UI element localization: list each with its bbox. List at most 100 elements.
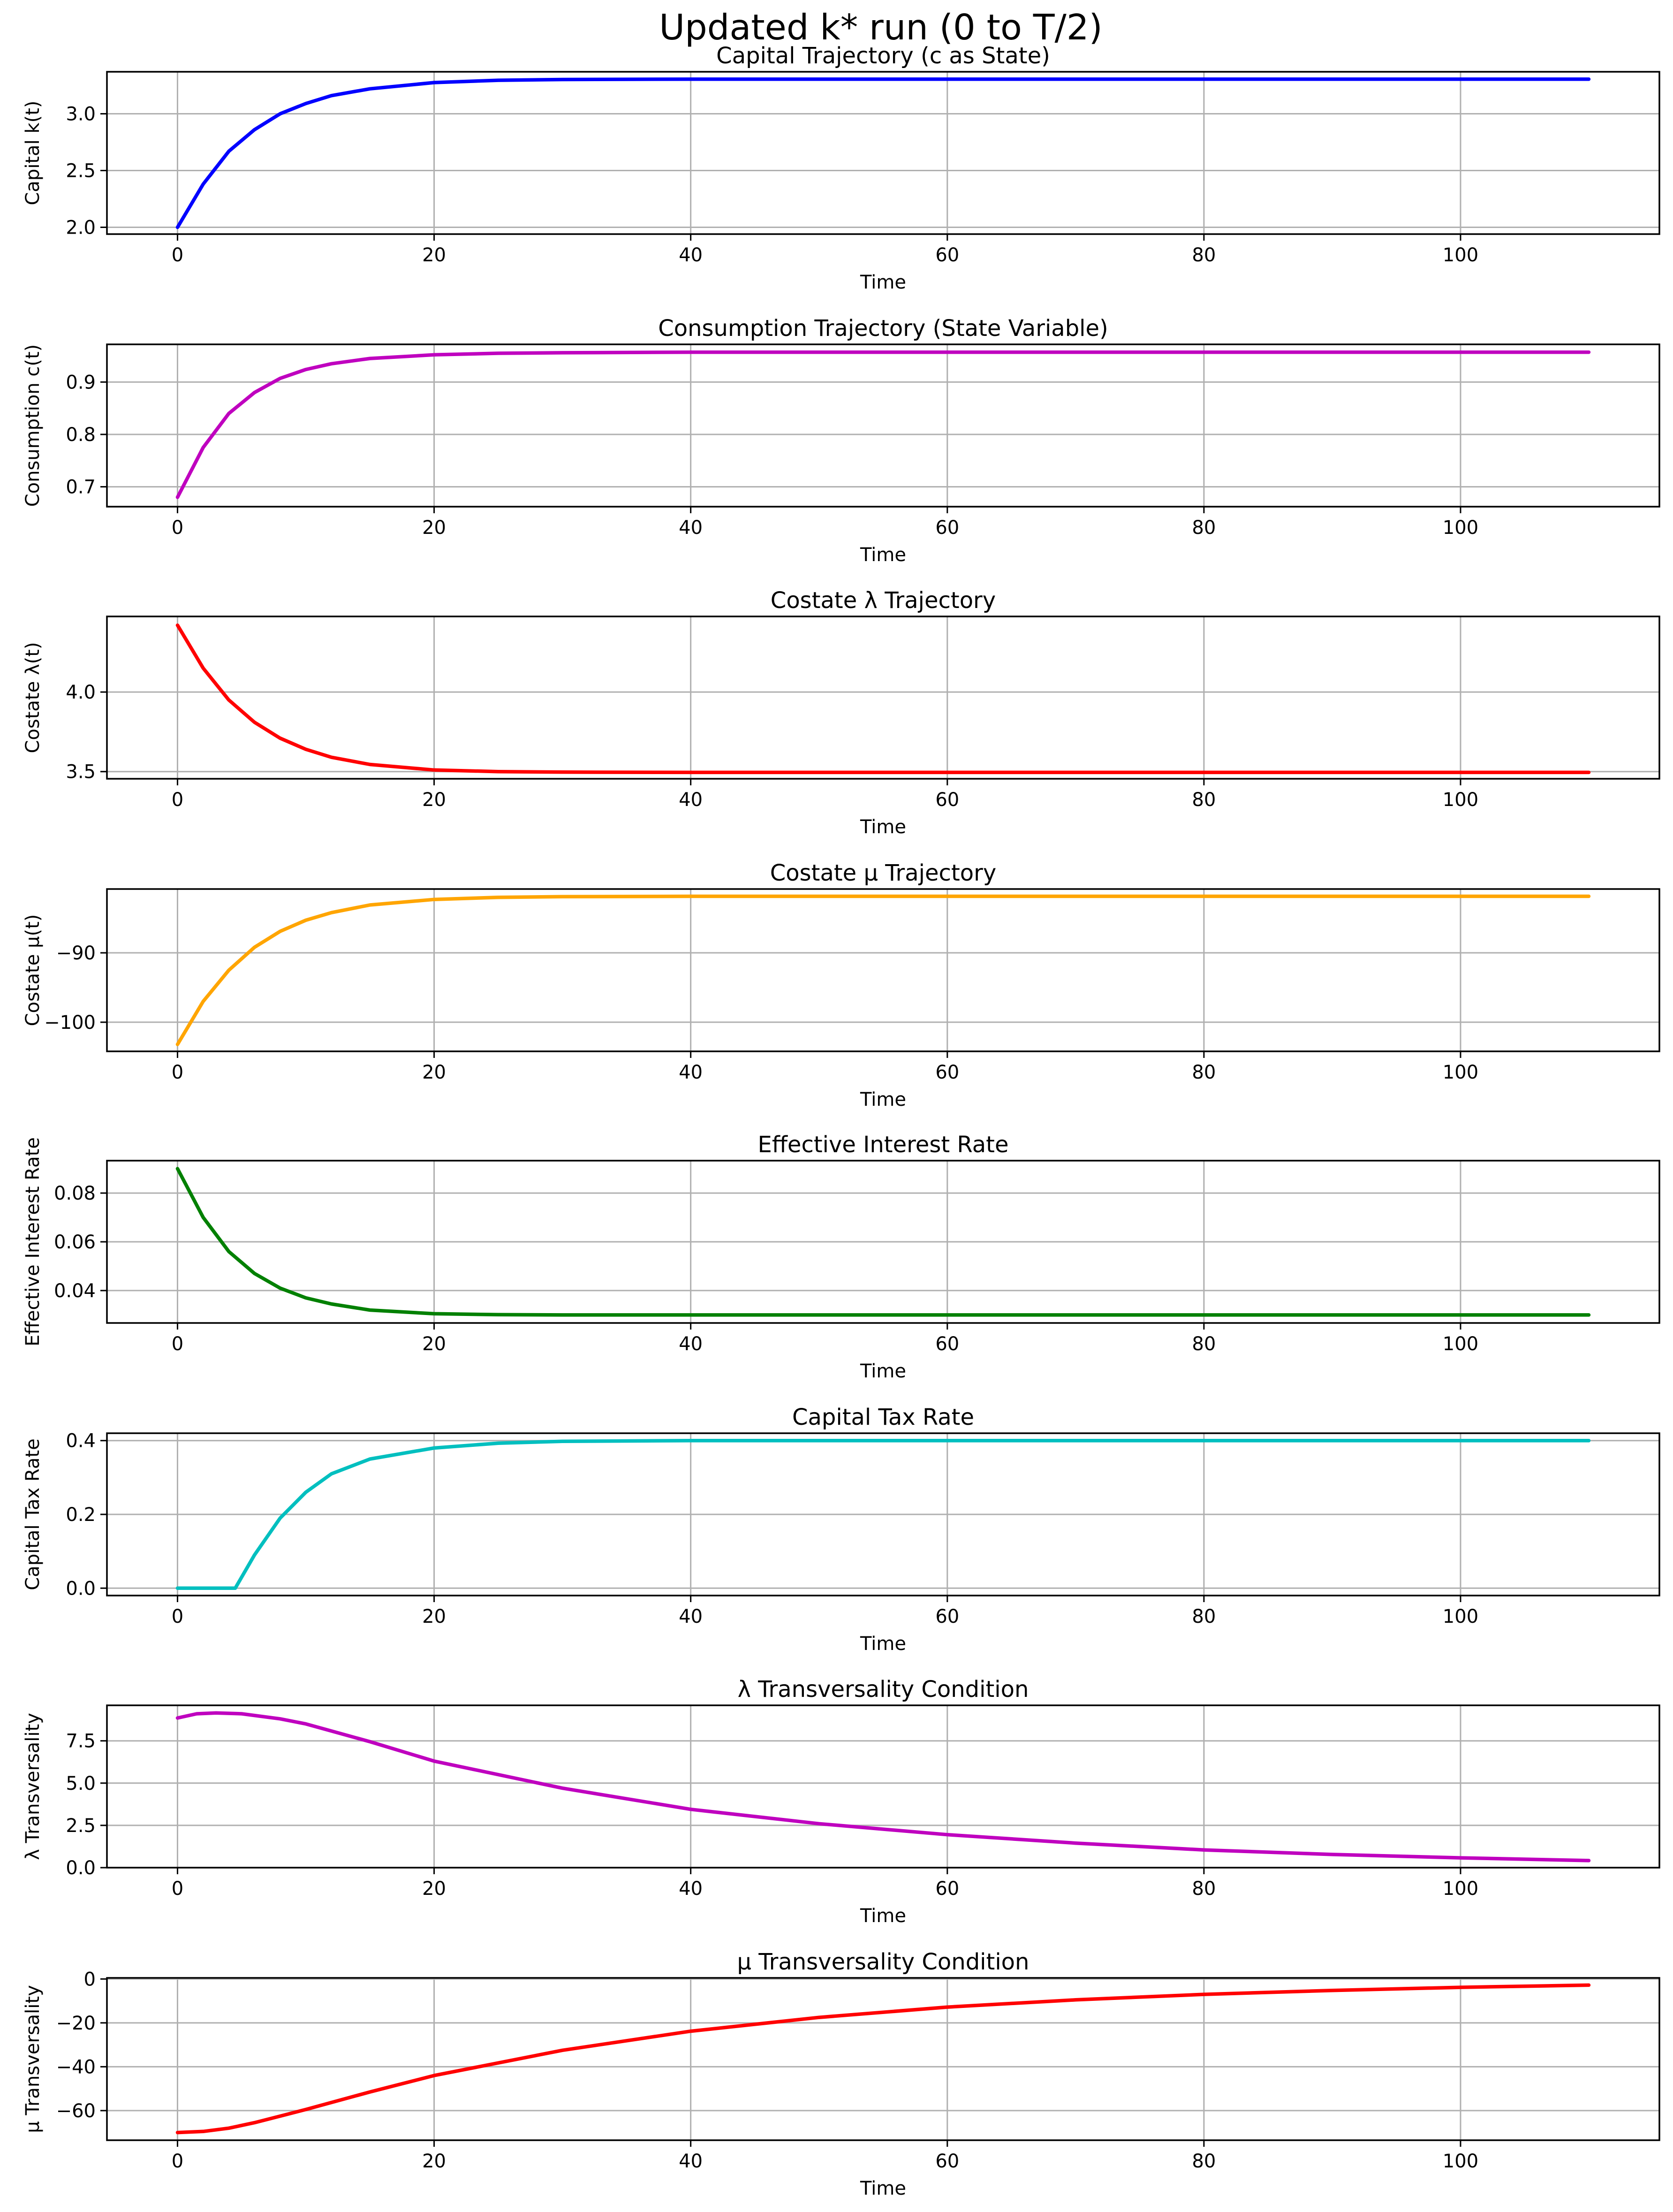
x-tick-label: 40 <box>679 517 703 539</box>
x-tick-label: 80 <box>1192 517 1216 539</box>
y-axis-label: Consumption c(t) <box>22 344 44 507</box>
y-tick-label: 2.5 <box>66 160 96 182</box>
x-tick-label: 100 <box>1443 1606 1478 1627</box>
x-axis-label: Time <box>860 544 906 566</box>
series-line <box>175 894 1591 1046</box>
x-axis-label: Time <box>860 2178 906 2199</box>
axes-frame <box>106 343 1660 508</box>
x-tick-label: 60 <box>935 1333 959 1355</box>
y-tick-label: −90 <box>56 943 96 964</box>
y-tick-label: 0.7 <box>66 477 96 498</box>
series-line <box>175 1438 1591 1590</box>
x-tick-label: 100 <box>1443 1062 1478 1083</box>
series-line <box>175 77 1591 229</box>
x-tick-label: 0 <box>172 517 183 539</box>
x-tick-label: 60 <box>935 517 959 539</box>
x-tick-label: 20 <box>422 1606 446 1627</box>
y-axis-label: Capital k(t) <box>22 100 44 205</box>
subplot-title: Effective Interest Rate <box>758 1132 1009 1158</box>
figure-suptitle: Updated k* run (0 to T/2) <box>659 7 1103 48</box>
x-tick-label: 0 <box>172 1606 183 1627</box>
y-tick-label: 0.06 <box>54 1231 96 1253</box>
y-tick-label: 0.08 <box>54 1183 96 1204</box>
y-axis-label: λ Transversality <box>22 1713 44 1860</box>
x-tick-label: 60 <box>935 1062 959 1083</box>
y-tick-label: 0 <box>84 1969 96 1990</box>
x-tick-label: 20 <box>422 1878 446 1900</box>
x-tick-label: 60 <box>935 244 959 266</box>
x-tick-label: 40 <box>679 1333 703 1355</box>
x-tick-label: 80 <box>1192 1606 1216 1627</box>
y-tick-label: −60 <box>56 2100 96 2122</box>
y-axis-label: μ Transversality <box>22 1985 44 2133</box>
x-tick-label: 0 <box>172 1333 183 1355</box>
x-axis-label: Time <box>860 272 906 293</box>
y-tick-label: 0.8 <box>66 424 96 446</box>
subplot-6: 0 20 40 60 80 100 0.0 0.2 0.4 Capital Tax Rate Tim… <box>22 1404 1660 1655</box>
y-axis-label: Costate μ(t) <box>22 914 44 1026</box>
x-tick-label: 20 <box>422 244 446 266</box>
x-tick-label: 20 <box>422 2151 446 2172</box>
x-tick-label: 20 <box>422 789 446 811</box>
subplot-title: Consumption Trajectory (State Variable) <box>658 315 1108 342</box>
subplot-4: 0 20 40 60 80 100 −100 −90 Costate μ Trajectory T… <box>22 860 1660 1110</box>
y-tick-label: 4.0 <box>66 682 96 703</box>
subplot-3: 0 20 40 60 80 100 3.5 4.0 Costate λ Trajectory Ti… <box>22 587 1660 838</box>
x-tick-label: 100 <box>1443 1878 1478 1900</box>
subplot-title: Capital Trajectory (c as State) <box>716 43 1050 69</box>
x-tick-label: 80 <box>1192 1062 1216 1083</box>
y-tick-label: 0.2 <box>66 1504 96 1526</box>
y-axis-label: Capital Tax Rate <box>22 1438 44 1590</box>
x-tick-label: 20 <box>422 517 446 539</box>
axes-frame <box>106 616 1660 780</box>
y-tick-label: 3.0 <box>66 104 96 125</box>
x-tick-label: 80 <box>1192 789 1216 811</box>
subplot-title: μ Transversality Condition <box>737 1949 1030 1975</box>
subplot-8: 0 20 40 60 80 100 −60 −40 −20 0 μ Transversality C… <box>22 1949 1660 2199</box>
y-tick-label: 0.0 <box>66 1857 96 1879</box>
x-axis-label: Time <box>860 1089 906 1110</box>
x-tick-label: 0 <box>172 1878 183 1900</box>
y-tick-label: 7.5 <box>66 1731 96 1752</box>
x-tick-label: 40 <box>679 789 703 811</box>
x-tick-label: 60 <box>935 1606 959 1627</box>
x-tick-label: 100 <box>1443 2151 1478 2172</box>
x-tick-label: 0 <box>172 1062 183 1083</box>
subplot-5: 0 20 40 60 80 100 0.04 0.06 0.08 Effective Intere… <box>22 1132 1660 1382</box>
series-line <box>175 1983 1591 2135</box>
x-axis-label: Time <box>860 1905 906 1927</box>
x-tick-label: 80 <box>1192 1333 1216 1355</box>
axes-frame <box>106 888 1660 1052</box>
y-tick-label: 0.9 <box>66 372 96 393</box>
axes-frame <box>106 1977 1660 2141</box>
y-axis-label: Costate λ(t) <box>22 642 44 753</box>
subplot-1: 0 20 40 60 80 100 2.0 2.5 3.0 Capital Trajectory … <box>22 43 1660 293</box>
subplot-title: Costate λ Trajectory <box>771 587 996 614</box>
y-tick-label: 0.0 <box>66 1578 96 1599</box>
subplot-title: Capital Tax Rate <box>792 1404 974 1430</box>
x-tick-label: 0 <box>172 2151 183 2172</box>
axes-frame <box>106 1704 1660 1869</box>
y-tick-label: −100 <box>44 1012 96 1034</box>
series-line <box>175 1711 1591 1862</box>
subplot-7: 0 20 40 60 80 100 0.0 2.5 5.0 7.5 λ Transversality… <box>22 1676 1660 1927</box>
y-axis-label: Effective Interest Rate <box>22 1137 44 1346</box>
series-line <box>175 623 1591 775</box>
x-axis-label: Time <box>860 816 906 838</box>
y-tick-label: −20 <box>56 2013 96 2034</box>
x-tick-label: 40 <box>679 1606 703 1627</box>
axes-frame <box>106 71 1660 235</box>
x-tick-label: 40 <box>679 244 703 266</box>
x-tick-label: 40 <box>679 2151 703 2172</box>
x-tick-label: 80 <box>1192 1878 1216 1900</box>
y-tick-label: 2.5 <box>66 1815 96 1837</box>
x-tick-label: 40 <box>679 1062 703 1083</box>
x-tick-label: 0 <box>172 244 183 266</box>
subplot-grid: 0 20 40 60 80 100 2.0 2.5 3.0 Capital Trajectory … <box>22 43 1660 2199</box>
x-tick-label: 20 <box>422 1333 446 1355</box>
x-tick-label: 60 <box>935 2151 959 2172</box>
x-tick-label: 100 <box>1443 517 1478 539</box>
x-tick-label: 80 <box>1192 2151 1216 2172</box>
y-tick-label: 2.0 <box>66 217 96 238</box>
